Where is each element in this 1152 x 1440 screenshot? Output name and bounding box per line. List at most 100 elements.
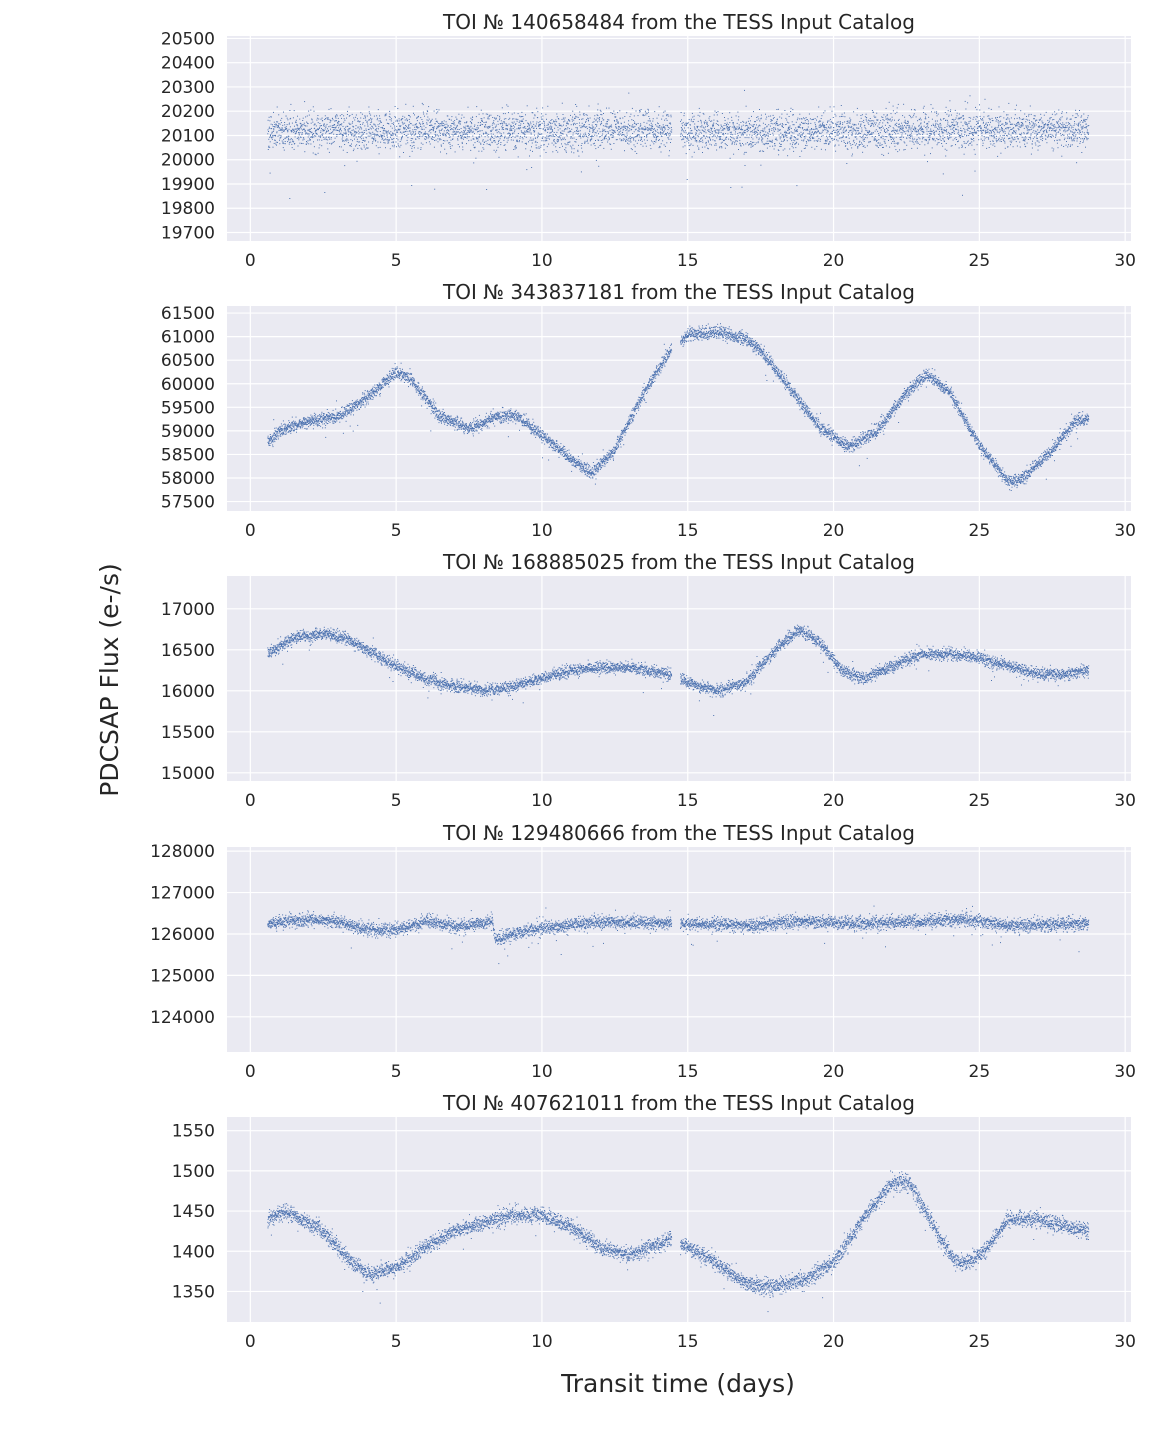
figure-ylabel: PDCSAP Flux (e-/s) [95, 563, 124, 797]
data-point [392, 142, 394, 144]
data-point [752, 138, 754, 140]
data-point [904, 142, 906, 144]
data-point [608, 107, 610, 109]
data-point [946, 149, 948, 151]
data-point [368, 141, 370, 143]
data-point [365, 117, 366, 119]
data-point [939, 128, 941, 130]
data-point [804, 129, 806, 130]
data-point [892, 105, 894, 107]
data-point [721, 138, 723, 140]
data-point [608, 127, 610, 129]
data-point [572, 123, 574, 125]
data-point [718, 139, 720, 141]
data-point [525, 142, 527, 144]
data-point [764, 127, 766, 129]
data-point [1029, 123, 1031, 125]
data-point [772, 134, 774, 136]
data-point [468, 125, 469, 127]
data-point [700, 141, 702, 143]
data-point [778, 134, 780, 136]
data-point [283, 149, 285, 151]
data-point [578, 130, 580, 132]
data-point [630, 113, 632, 115]
data-point [975, 124, 977, 125]
data-point [486, 143, 488, 145]
data-point [641, 127, 643, 129]
data-point [636, 153, 638, 154]
data-point [504, 137, 505, 139]
data-point [824, 128, 826, 130]
data-point [735, 115, 737, 117]
data-point [772, 118, 774, 120]
data-point [798, 125, 800, 127]
data-point [739, 128, 741, 130]
data-point [633, 138, 634, 140]
data-point [997, 140, 999, 142]
data-point [637, 134, 639, 136]
data-point [378, 128, 379, 130]
data-point [958, 131, 960, 133]
data-point [454, 151, 456, 153]
data-point [895, 149, 897, 151]
data-point [972, 127, 974, 129]
data-point [723, 125, 725, 126]
data-point [361, 142, 363, 143]
data-point [542, 107, 544, 109]
data-point [427, 111, 429, 112]
data-point [1027, 132, 1029, 134]
data-point [1049, 136, 1051, 138]
data-point [909, 127, 911, 129]
data-point [709, 143, 711, 145]
data-point [864, 116, 866, 118]
data-point [757, 141, 759, 143]
data-point [721, 141, 723, 143]
data-point [686, 138, 688, 139]
data-point [599, 145, 601, 147]
data-point [783, 136, 785, 138]
data-point [717, 133, 719, 135]
data-point [571, 137, 573, 139]
data-point [762, 130, 763, 132]
data-point [271, 133, 273, 135]
data-point [484, 126, 486, 127]
data-point [962, 125, 964, 127]
data-point [625, 126, 627, 127]
data-point [810, 122, 812, 124]
data-point [342, 134, 344, 135]
data-point [443, 132, 445, 134]
data-point [367, 135, 369, 137]
data-point [575, 104, 577, 105]
data-point [309, 128, 311, 130]
data-point [342, 140, 343, 142]
data-point [953, 120, 955, 122]
data-point [360, 135, 362, 137]
data-point [780, 140, 782, 142]
data-point [792, 143, 793, 145]
data-point [818, 126, 820, 128]
data-point [983, 121, 984, 123]
data-point [487, 136, 489, 138]
data-point [870, 122, 872, 124]
data-point [574, 117, 575, 119]
data-point [1021, 136, 1023, 138]
data-point [576, 105, 578, 107]
data-point [631, 125, 633, 127]
data-point [548, 128, 550, 130]
data-point [354, 131, 356, 133]
data-point [605, 138, 607, 140]
data-point [473, 138, 475, 140]
data-point [622, 140, 624, 142]
data-point [921, 129, 923, 130]
data-point [940, 136, 942, 138]
data-point [650, 127, 652, 129]
data-point [790, 131, 792, 133]
data-point [868, 141, 870, 143]
data-point [726, 126, 728, 128]
data-point [888, 134, 890, 136]
data-point [769, 134, 771, 135]
figure-xlabel: Transit time (days) [560, 1369, 795, 1398]
data-point [357, 141, 359, 143]
data-point [851, 155, 853, 157]
data-point [460, 135, 462, 137]
